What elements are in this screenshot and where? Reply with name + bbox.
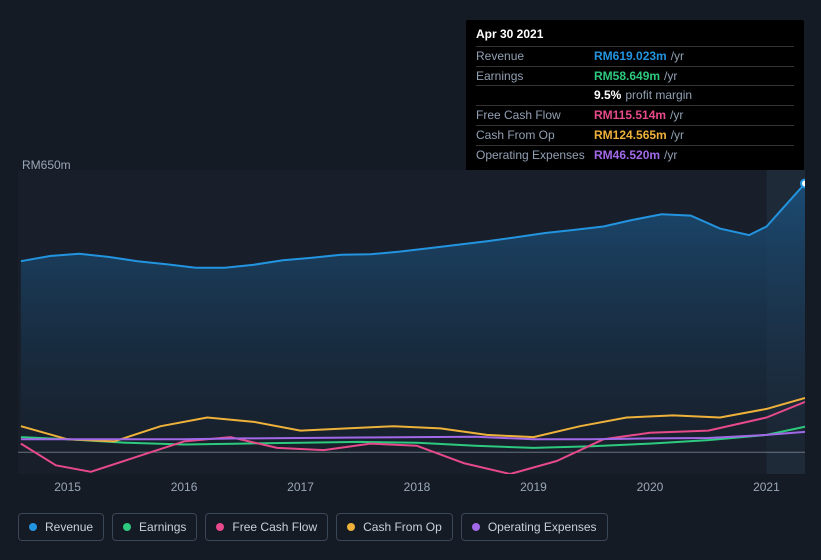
legend-item[interactable]: Free Cash Flow [205, 513, 328, 541]
x-axis-tick: 2018 [404, 480, 431, 494]
legend-item[interactable]: Operating Expenses [461, 513, 608, 541]
tooltip-label: Operating Expenses [476, 147, 594, 164]
tooltip-value: RM124.565m [594, 127, 667, 144]
x-axis-tick: 2015 [54, 480, 81, 494]
x-axis-tick: 2016 [171, 480, 198, 494]
x-axis-tick: 2019 [520, 480, 547, 494]
tooltip-unit: /yr [664, 68, 677, 85]
tooltip-value: RM58.649m [594, 68, 660, 85]
tooltip-label: Free Cash Flow [476, 107, 594, 124]
legend-item[interactable]: Earnings [112, 513, 197, 541]
x-axis-tick: 2021 [753, 480, 780, 494]
tooltip-value: RM115.514m [594, 107, 666, 124]
tooltip-row: Operating ExpensesRM46.520m/yr [476, 145, 794, 165]
tooltip-value: 9.5% [594, 87, 621, 104]
tooltip-unit: /yr [664, 147, 677, 164]
legend-item[interactable]: Cash From Op [336, 513, 453, 541]
tooltip-row: 9.5%profit margin [476, 85, 794, 105]
legend-swatch [29, 523, 37, 531]
tooltip-row: Cash From OpRM124.565m/yr [476, 125, 794, 145]
chart-legend: Revenue Earnings Free Cash Flow Cash From O… [18, 513, 608, 541]
tooltip-value: RM46.520m [594, 147, 660, 164]
tooltip-label: Revenue [476, 48, 594, 65]
legend-swatch [472, 523, 480, 531]
x-axis-tick: 2020 [637, 480, 664, 494]
tooltip-row: RevenueRM619.023m/yr [476, 46, 794, 66]
tooltip-unit: profit margin [625, 87, 692, 104]
tooltip-row: EarningsRM58.649m/yr [476, 66, 794, 86]
tooltip-unit: /yr [671, 48, 684, 65]
tooltip-label: Earnings [476, 68, 594, 85]
tooltip-label [476, 87, 594, 104]
legend-item[interactable]: Revenue [18, 513, 104, 541]
chart-tooltip: Apr 30 2021 RevenueRM619.023m/yrEarnings… [466, 20, 804, 171]
legend-label: Operating Expenses [488, 520, 597, 534]
legend-label: Earnings [139, 520, 186, 534]
tooltip-date: Apr 30 2021 [476, 26, 794, 46]
legend-swatch [216, 523, 224, 531]
tooltip-label: Cash From Op [476, 127, 594, 144]
legend-label: Cash From Op [363, 520, 442, 534]
financial-chart [18, 170, 805, 474]
legend-label: Revenue [45, 520, 93, 534]
tooltip-unit: /yr [671, 127, 684, 144]
legend-label: Free Cash Flow [232, 520, 317, 534]
tooltip-unit: /yr [670, 107, 683, 124]
tooltip-row: Free Cash FlowRM115.514m/yr [476, 105, 794, 125]
tooltip-value: RM619.023m [594, 48, 667, 65]
x-axis-tick: 2017 [287, 480, 314, 494]
legend-swatch [347, 523, 355, 531]
legend-swatch [123, 523, 131, 531]
